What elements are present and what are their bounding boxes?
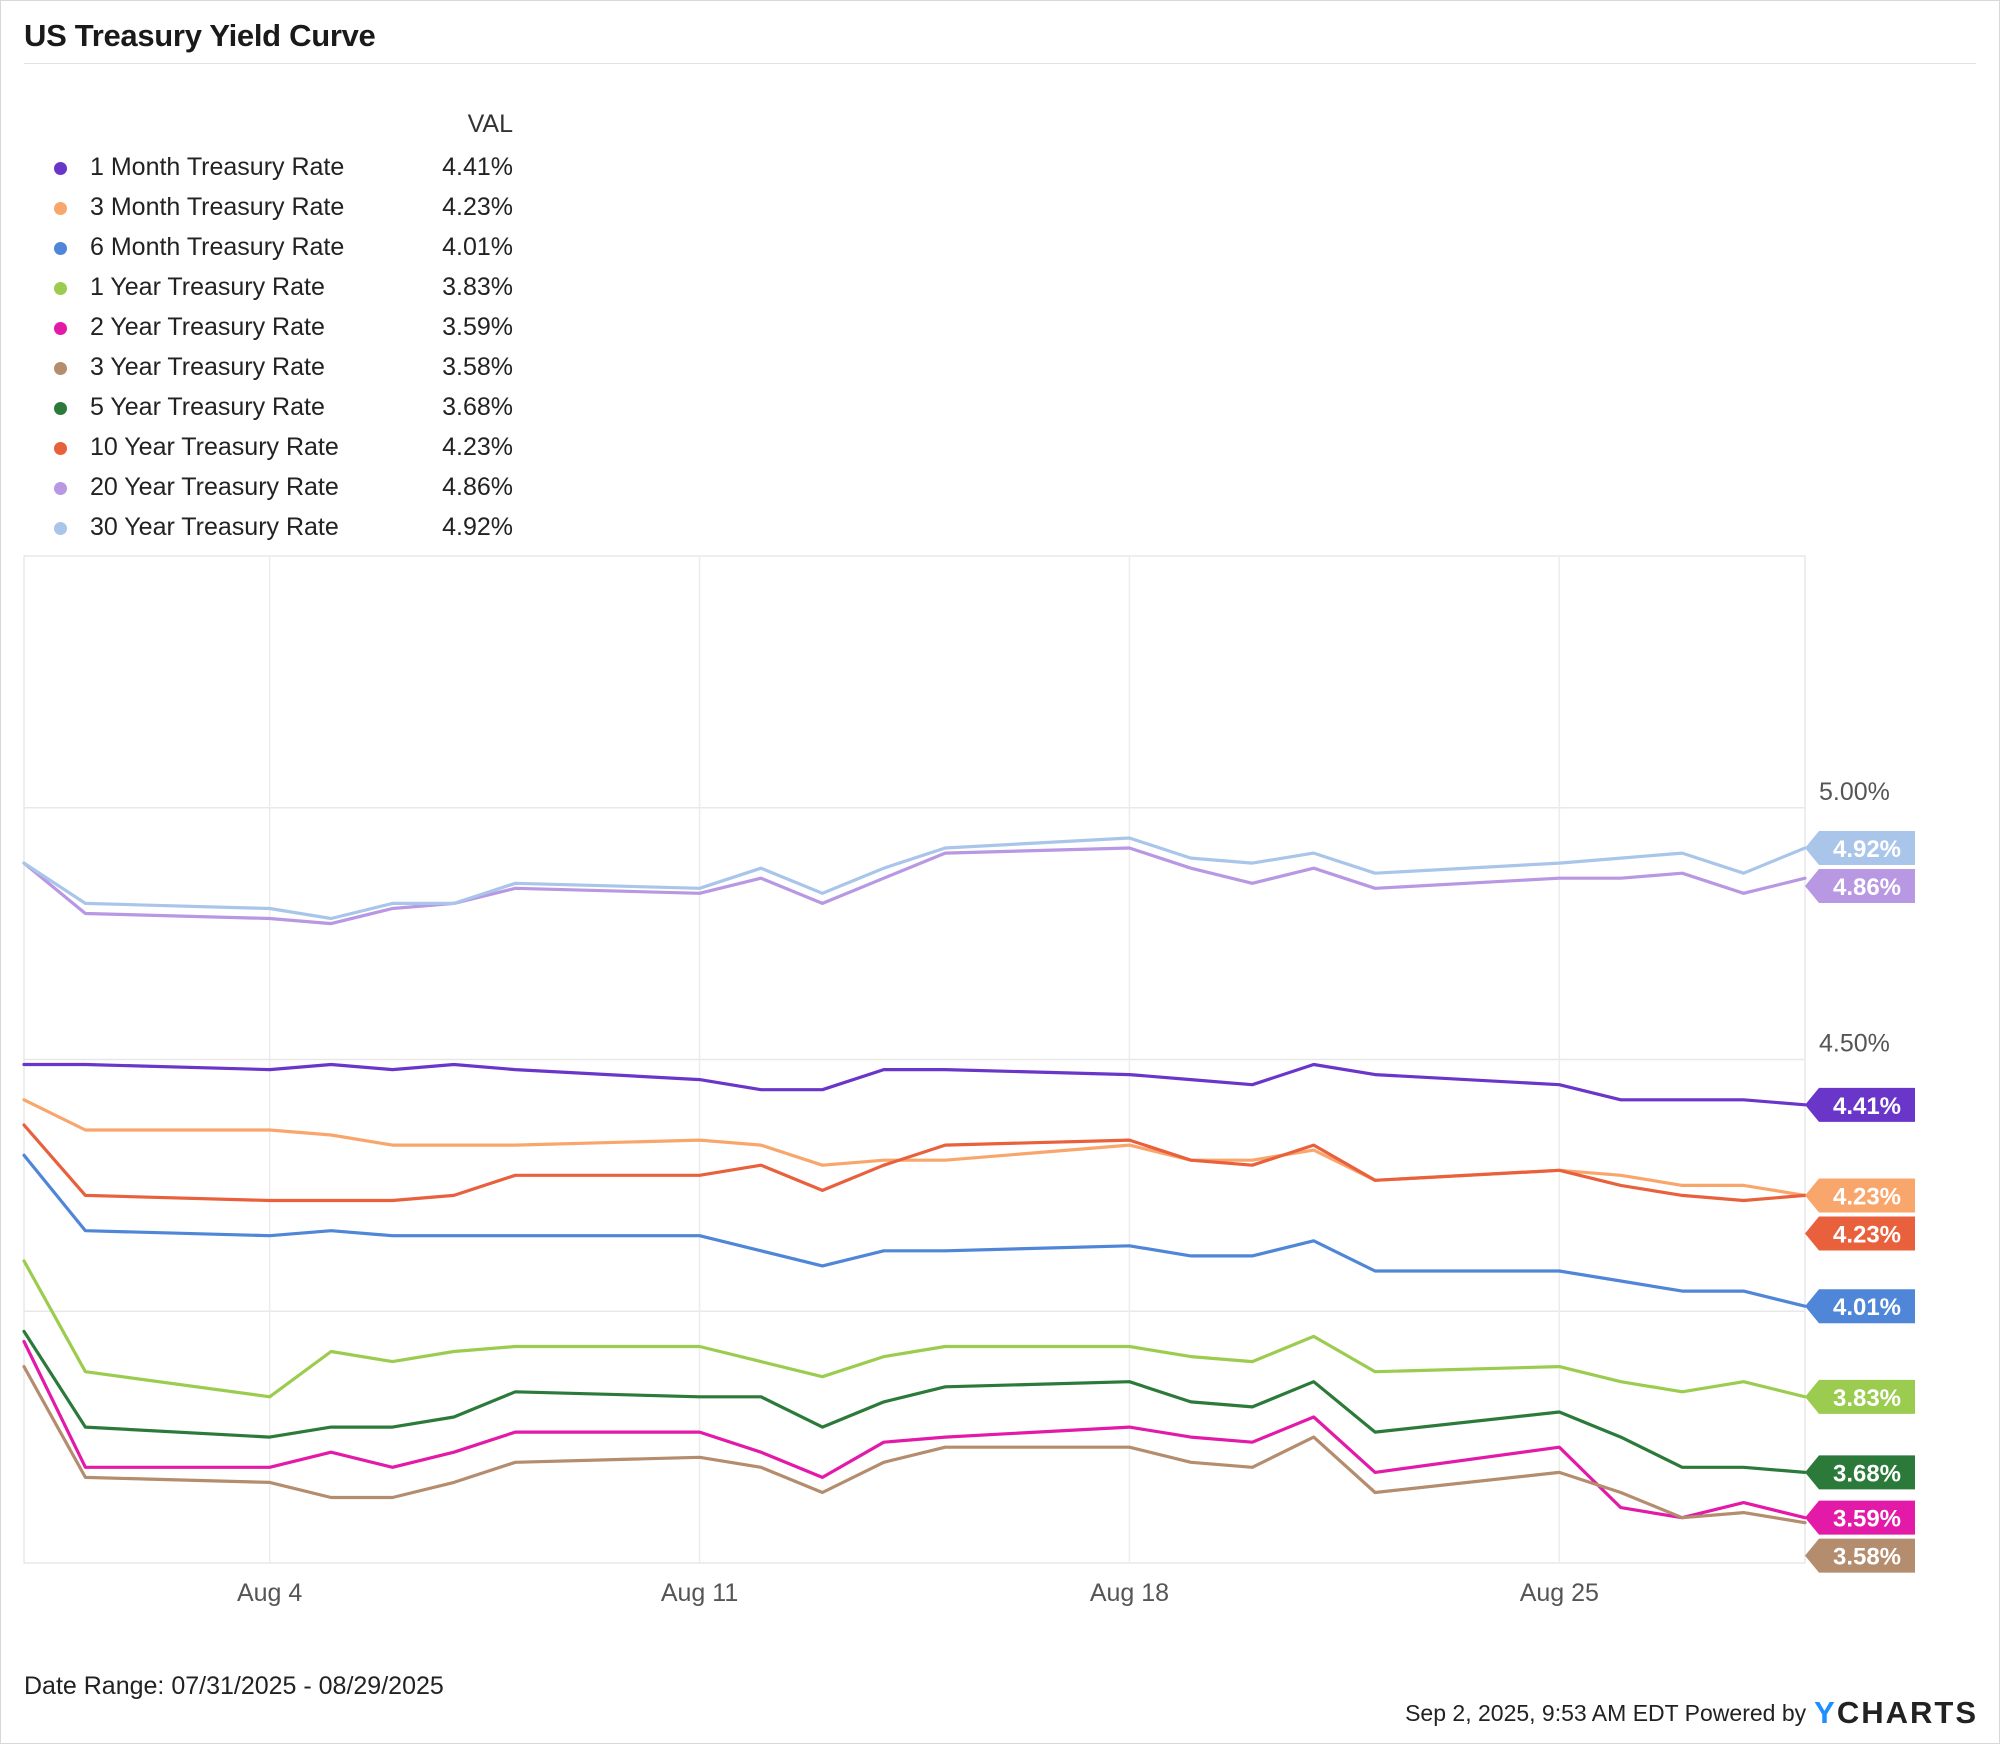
end-value-tag [1805,1216,1915,1251]
end-value-tag [1805,1538,1915,1573]
end-value-label: 4.41% [1833,1093,1901,1120]
legend-series-value: 3.59% [442,313,513,341]
end-value-tag [1805,1500,1915,1535]
legend-color-dot [54,482,67,495]
legend-series-value: 3.68% [442,393,513,421]
legend-color-dot [54,322,67,335]
legend-series-value: 4.01% [442,233,513,261]
series-line [22,1329,1807,1475]
legend-color-dot [54,402,67,415]
end-value-label: 4.23% [1833,1183,1901,1210]
legend-series-name: 5 Year Treasury Rate [90,393,325,421]
legend-series-value: 4.23% [442,433,513,461]
series-line [22,1364,1807,1525]
y-tick-label: 5.00% [1819,778,1890,806]
ycharts-logo[interactable]: YCHARTS [1814,1695,1978,1730]
end-value-tag [1805,831,1915,866]
legend-series-name: 6 Month Treasury Rate [90,233,345,261]
legend-series-value: 4.41% [442,153,513,181]
end-value-label: 3.83% [1833,1385,1901,1412]
x-tick-label: Aug 18 [1090,1579,1169,1607]
legend-series-value: 4.86% [442,473,513,501]
legend-color-dot [54,162,67,175]
end-value-label: 4.92% [1833,836,1901,863]
end-value-label: 3.58% [1833,1544,1901,1571]
series-line [22,1153,1807,1308]
series-line [22,1123,1807,1203]
end-value-tag [1805,1455,1915,1490]
chart-title: US Treasury Yield Curve [24,18,376,53]
end-value-tag [1805,1379,1915,1414]
series-line [22,846,1807,926]
y-tick-label: 4.50% [1819,1030,1890,1058]
x-tick-label: Aug 25 [1520,1579,1599,1607]
series-line [22,1339,1807,1520]
end-value-label: 3.59% [1833,1506,1901,1533]
legend-series-name: 10 Year Treasury Rate [90,433,339,461]
x-tick-label: Aug 11 [661,1579,738,1607]
end-value-tag [1805,1087,1915,1122]
legend-series-value: 4.92% [442,513,513,541]
legend-series-name: 20 Year Treasury Rate [90,473,339,501]
end-value-label: 4.86% [1833,874,1901,901]
legend-value-header: VAL [467,110,513,138]
legend-color-dot [54,362,67,375]
legend-series-name: 3 Year Treasury Rate [90,353,325,381]
series-line [22,1259,1807,1399]
legend-color-dot [54,442,67,455]
series-line [22,1098,1807,1198]
end-value-tag [1805,1178,1915,1213]
legend-series-value: 4.23% [442,193,513,221]
legend-color-dot [54,282,67,295]
title-divider [24,63,1976,64]
x-tick-label: Aug 4 [237,1579,302,1607]
legend-series-name: 2 Year Treasury Rate [90,313,325,341]
legend-series-value: 3.83% [442,273,513,301]
date-range: Date Range: 07/31/2025 - 08/29/2025 [24,1672,444,1700]
legend-series-value: 3.58% [442,353,513,381]
timestamp: Sep 2, 2025, 9:53 AM EDT Powered by [1405,1699,1807,1726]
end-value-tag [1805,1289,1915,1324]
end-value-label: 4.01% [1833,1294,1901,1321]
legend-series-name: 3 Month Treasury Rate [90,193,345,221]
legend-series-name: 30 Year Treasury Rate [90,513,339,541]
series-line [22,1062,1807,1107]
legend-color-dot [54,242,67,255]
legend-color-dot [54,522,67,535]
series-line [22,836,1807,921]
legend-series-name: 1 Month Treasury Rate [90,153,345,181]
legend-series-name: 1 Year Treasury Rate [90,273,325,301]
end-value-label: 3.68% [1833,1460,1901,1487]
end-value-label: 4.23% [1833,1221,1901,1248]
end-value-tag [1805,869,1915,904]
footer-attribution: Sep 2, 2025, 9:53 AM EDT Powered by YCHA… [1405,1695,1978,1731]
legend-color-dot [54,202,67,215]
